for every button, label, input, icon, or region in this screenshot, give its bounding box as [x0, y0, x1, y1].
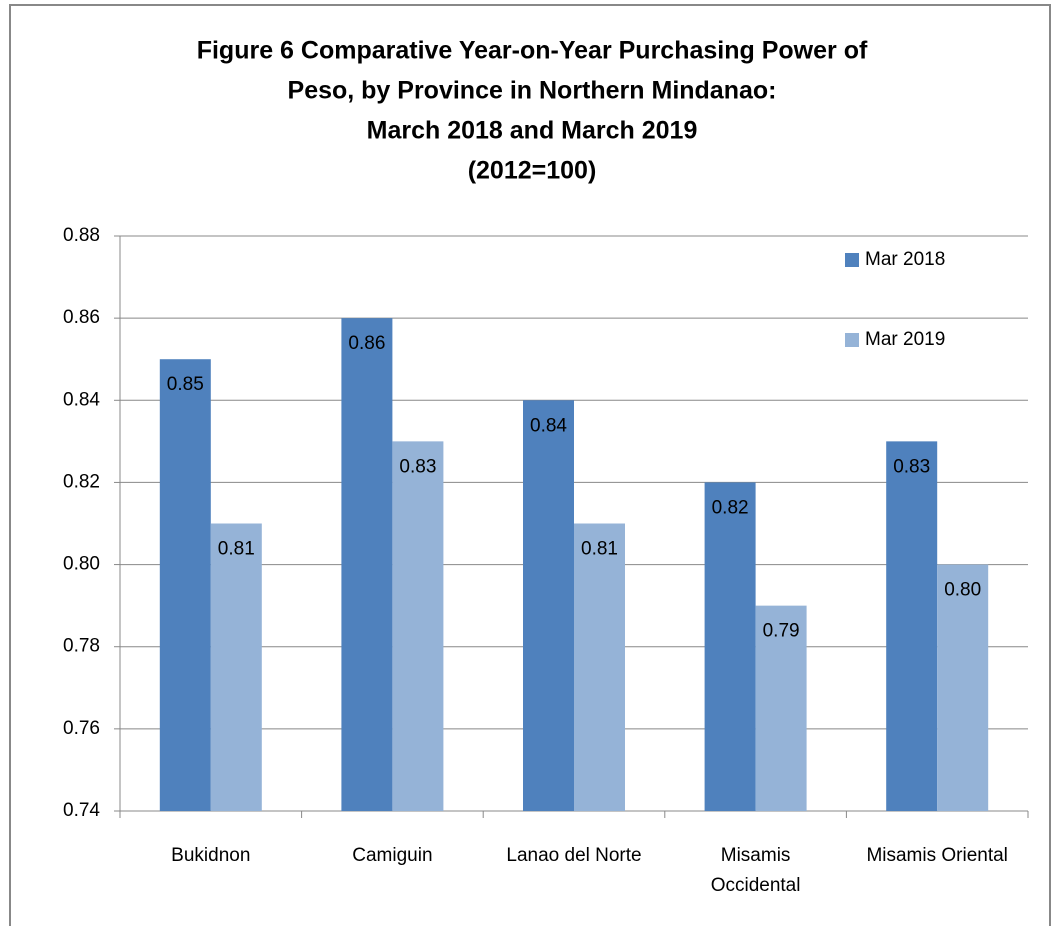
chart-title: Peso, by Province in Northern Mindanao: [288, 77, 777, 105]
data-label: 0.83 [399, 456, 436, 477]
y-tick-label: 0.86 [63, 307, 100, 328]
bar [341, 318, 393, 811]
data-label: 0.79 [763, 621, 800, 642]
x-tick-label: Camiguin [352, 845, 433, 866]
legend-label: Mar 2018 [865, 249, 945, 270]
legend-label: Mar 2019 [865, 329, 945, 350]
x-tick-label: Lanao del Norte [506, 845, 642, 866]
data-label: 0.81 [218, 539, 255, 560]
legend-swatch [845, 333, 859, 347]
x-tick-label: Misamis Oriental [866, 845, 1008, 866]
data-label: 0.86 [348, 333, 385, 354]
chart-title: (2012=100) [468, 157, 597, 185]
y-tick-label: 0.82 [63, 471, 100, 492]
data-label: 0.80 [944, 580, 981, 601]
data-label: 0.83 [893, 456, 930, 477]
bar [755, 605, 807, 811]
bar [886, 441, 938, 811]
data-label: 0.85 [167, 374, 204, 395]
x-tick-label: Bukidnon [171, 845, 251, 866]
bar [574, 523, 625, 811]
bar [210, 523, 262, 811]
y-tick-label: 0.78 [63, 636, 100, 657]
bar [937, 564, 989, 811]
y-tick-label: 0.80 [63, 554, 100, 575]
bar [159, 359, 211, 811]
bar [523, 400, 574, 811]
data-label: 0.81 [581, 539, 618, 560]
data-label: 0.82 [712, 497, 749, 518]
bar [704, 482, 756, 811]
y-tick-label: 0.84 [63, 389, 100, 410]
y-tick-label: 0.88 [63, 225, 100, 246]
chart-title: Figure 6 Comparative Year-on-Year Purcha… [197, 37, 868, 65]
y-tick-label: 0.76 [63, 718, 100, 739]
legend-swatch [845, 253, 859, 267]
chart-title: March 2018 and March 2019 [367, 117, 698, 145]
y-tick-label: 0.74 [63, 800, 100, 821]
data-label: 0.84 [530, 415, 567, 436]
x-tick-label: Misamis Occidental [710, 845, 801, 896]
bar [392, 441, 444, 811]
